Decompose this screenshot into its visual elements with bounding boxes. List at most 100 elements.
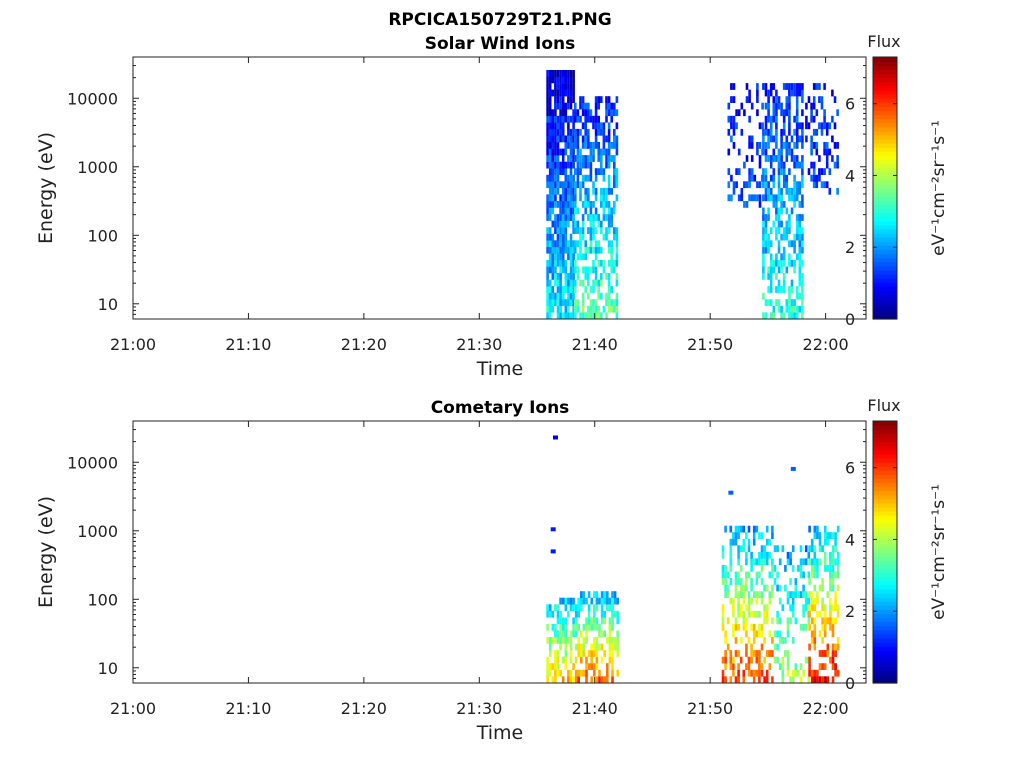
heatmap-cell: [791, 565, 795, 572]
colorbar-segment: [873, 65, 897, 70]
heatmap-cell: [795, 227, 799, 234]
heatmap-cell: [797, 565, 800, 572]
heatmap-cell: [778, 617, 782, 625]
heatmap-cell: [551, 273, 555, 280]
heatmap-cell: [574, 617, 578, 625]
heatmap-cell: [758, 656, 761, 664]
heatmap-cell: [818, 83, 821, 90]
heatmap-cell: [556, 115, 560, 123]
heatmap-cell: [564, 597, 568, 605]
heatmap-cell: [572, 273, 575, 280]
heatmap-cell: [579, 240, 582, 248]
heatmap-cell: [742, 669, 746, 677]
x-tick-label: 21:10: [225, 335, 271, 354]
heatmap-cell: [762, 214, 765, 221]
heatmap-cell: [729, 545, 733, 553]
heatmap-cell: [831, 532, 835, 539]
heatmap-cell: [572, 617, 575, 625]
heatmap-cell: [833, 161, 837, 169]
heatmap-cell: [729, 676, 733, 684]
heatmap-cell: [765, 604, 769, 612]
heatmap-cell: [548, 122, 552, 130]
heatmap-cell: [755, 591, 759, 598]
heatmap-cell: [799, 565, 803, 572]
heatmap-cell: [726, 571, 730, 579]
heatmap-cell: [559, 305, 562, 313]
heatmap-cell: [611, 604, 614, 612]
heatmap-cell: [788, 187, 791, 195]
heatmap-cell: [615, 168, 619, 175]
heatmap-cell: [798, 292, 802, 300]
heatmap-cell: [546, 305, 549, 313]
colorbar-segment: [873, 670, 897, 676]
heatmap-cell: [765, 558, 769, 566]
heatmap-cell: [740, 128, 744, 136]
heatmap-cell: [730, 194, 733, 202]
heatmap-cell: [808, 610, 811, 618]
heatmap-cell: [546, 610, 549, 618]
heatmap-cell: [574, 259, 577, 267]
x-tick-label: 21:40: [572, 699, 618, 718]
heatmap-cell: [567, 161, 570, 169]
heatmap-cell: [780, 220, 783, 228]
heatmap-cell: [594, 109, 598, 117]
colorbar-segment: [873, 580, 897, 586]
heatmap-cell: [734, 578, 738, 585]
heatmap-cell: [748, 115, 751, 123]
heatmap-cell: [772, 102, 776, 110]
heatmap-cell: [795, 128, 799, 136]
heatmap-cell: [771, 558, 774, 566]
heatmap-cell: [750, 102, 754, 110]
colorbar-segment: [873, 188, 897, 193]
heatmap-cell: [769, 227, 773, 234]
heatmap-cell: [594, 135, 598, 143]
heatmap-cell: [767, 299, 770, 306]
heatmap-cell: [597, 305, 600, 313]
heatmap-cell: [554, 128, 557, 136]
heatmap-cell: [551, 70, 555, 77]
heatmap-cell: [764, 83, 768, 90]
heatmap-cell: [752, 637, 756, 644]
colorbar-segment: [873, 429, 897, 434]
heatmap-cell: [606, 637, 609, 644]
heatmap-cell: [808, 643, 811, 651]
heatmap-cell: [556, 174, 560, 182]
y-tick-label: 10: [98, 295, 118, 314]
heatmap-cell: [790, 259, 794, 267]
heatmap-cell: [548, 83, 552, 90]
heatmap-cell: [739, 604, 743, 612]
heatmap-cell: [567, 142, 570, 149]
heatmap-cell: [795, 305, 799, 313]
heatmap-cell: [752, 525, 756, 533]
heatmap-cell: [546, 676, 549, 684]
heatmap-cell: [798, 122, 802, 130]
heatmap-cell: [554, 115, 557, 123]
heatmap-cell: [801, 128, 804, 136]
heatmap-cell: [569, 194, 573, 202]
heatmap-cell: [758, 650, 761, 657]
heatmap-cell: [559, 227, 562, 234]
heatmap-cell: [763, 617, 766, 625]
heatmap-cell: [546, 637, 549, 644]
heatmap-cell: [561, 617, 565, 625]
colorbar-segment: [873, 425, 897, 430]
heatmap-cell: [561, 83, 565, 90]
heatmap-cell: [587, 187, 590, 195]
heatmap-cell: [742, 591, 746, 598]
heatmap-cell: [721, 676, 725, 684]
colorbar-segment: [873, 552, 897, 557]
heatmap-cell: [742, 597, 746, 605]
y-tick-label: 100: [87, 226, 118, 245]
heatmap-cell: [834, 669, 837, 677]
heatmap-cell: [551, 187, 555, 195]
heatmap-cell: [767, 181, 770, 189]
heatmap-cell: [810, 545, 814, 553]
heatmap-cell: [574, 142, 577, 149]
heatmap-cell: [764, 227, 768, 234]
heatmap-cell: [763, 558, 766, 566]
heatmap-cell: [826, 650, 830, 657]
heatmap-cell: [772, 148, 776, 156]
heatmap-cell: [567, 122, 570, 130]
heatmap-cell: [823, 532, 827, 539]
colorbar-segment: [873, 560, 897, 565]
